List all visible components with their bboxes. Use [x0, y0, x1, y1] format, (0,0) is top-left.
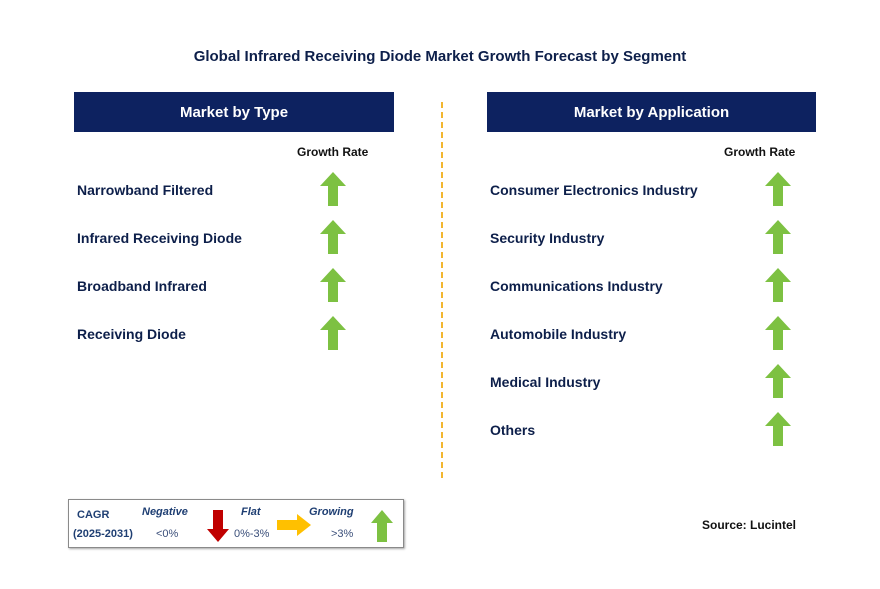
- legend-flat-value: 0%-3%: [234, 528, 270, 540]
- legend-growing-value: >3%: [331, 528, 354, 540]
- growing-arrow-icon: [765, 268, 791, 302]
- growing-arrow-icon: [320, 172, 346, 206]
- growing-arrow-icon: [765, 220, 791, 254]
- source-label: Source: Lucintel: [702, 518, 797, 532]
- type-item-label: Narrowband Filtered: [77, 182, 214, 198]
- application-item-label: Consumer Electronics Industry: [490, 182, 698, 198]
- growing-arrow-icon: [765, 364, 791, 398]
- legend-growing-label: Growing: [309, 506, 354, 518]
- cagr-legend: CAGR (2025-2031) Negative <0% Flat 0%-3%…: [68, 499, 404, 548]
- flat-arrow-icon: [277, 514, 311, 536]
- type-item-label: Broadband Infrared: [77, 278, 207, 294]
- type-item-label: Receiving Diode: [77, 326, 186, 342]
- growing-arrow-icon: [765, 316, 791, 350]
- growing-arrow-icon: [320, 268, 346, 302]
- negative-arrow-icon: [207, 510, 229, 542]
- market-by-type-header: Market by Type: [74, 92, 394, 132]
- application-item-label: Medical Industry: [490, 374, 601, 390]
- legend-negative-value: <0%: [156, 528, 179, 540]
- legend-flat-label: Flat: [241, 506, 261, 518]
- type-growth-rate-label: Growth Rate: [297, 145, 369, 159]
- legend-cagr-label: CAGR: [77, 509, 110, 521]
- legend-negative-label: Negative: [142, 506, 188, 518]
- chart-title: Global Infrared Receiving Diode Market G…: [193, 48, 687, 65]
- growing-arrow-icon: [371, 510, 393, 542]
- application-item-label: Security Industry: [490, 230, 605, 246]
- growing-arrow-icon: [765, 412, 791, 446]
- application-item-label: Automobile Industry: [490, 326, 627, 342]
- application-growth-rate-label: Growth Rate: [724, 145, 796, 159]
- type-item-label: Infrared Receiving Diode: [77, 230, 242, 246]
- growing-arrow-icon: [765, 172, 791, 206]
- legend-years-label: (2025-2031): [73, 528, 133, 540]
- growing-arrow-icon: [320, 316, 346, 350]
- growing-arrow-icon: [320, 220, 346, 254]
- market-by-application-header: Market by Application: [487, 92, 816, 132]
- application-item-label: Others: [490, 422, 536, 438]
- application-item-label: Communications Industry: [490, 278, 663, 294]
- panel-divider: [441, 102, 443, 478]
